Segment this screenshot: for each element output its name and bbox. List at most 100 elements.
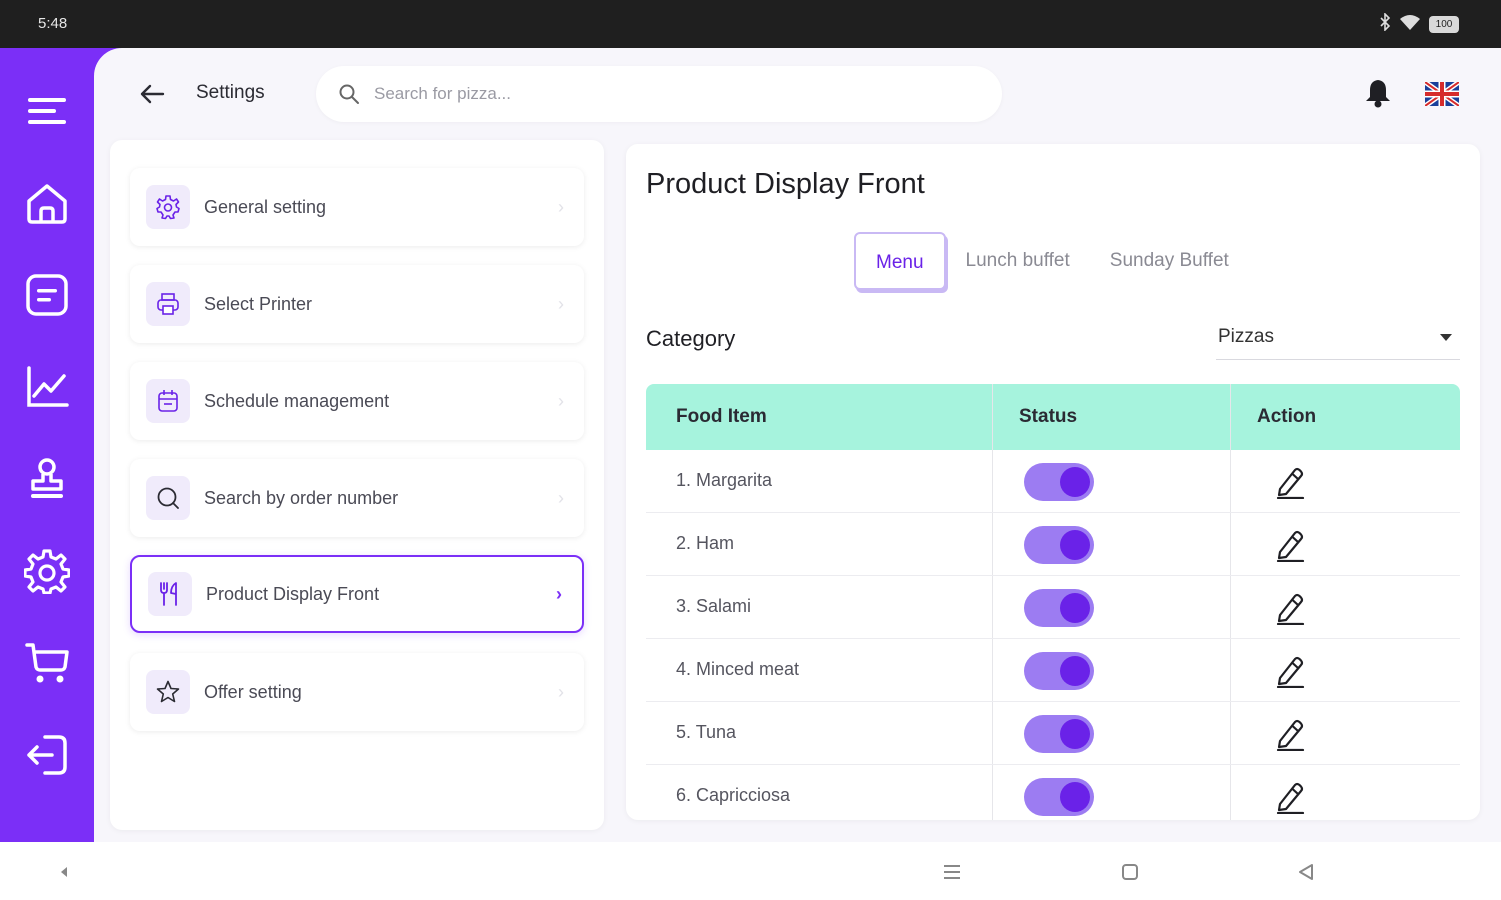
- menu-item-label: Offer setting: [204, 681, 302, 702]
- toggle-knob: [1060, 782, 1090, 812]
- toggle-knob: [1060, 467, 1090, 497]
- edit-pencil-icon[interactable]: [1270, 651, 1310, 691]
- stamp-icon[interactable]: [22, 454, 72, 504]
- table-body: 1. Margarita 2. Ham 3. Salami 4. Minced mea…: [646, 450, 1460, 820]
- orders-icon[interactable]: [22, 270, 72, 320]
- column-header-food-item: Food Item: [676, 406, 767, 427]
- settings-icon[interactable]: [22, 546, 72, 596]
- content-panel: Product Display Front Menu Lunch buffet …: [626, 144, 1480, 820]
- toggle-knob: [1060, 530, 1090, 560]
- arrow-left-icon: [140, 84, 165, 104]
- tab-menu[interactable]: Menu: [854, 232, 946, 290]
- status-bar: 5:48 100: [0, 0, 1501, 48]
- menu-item-general-setting[interactable]: General setting ›: [130, 168, 584, 246]
- search-icon: [338, 83, 360, 110]
- sidebar: [0, 48, 94, 842]
- gear-icon: [146, 185, 190, 229]
- cutlery-icon: [148, 572, 192, 616]
- food-item-name: 3. Salami: [676, 596, 752, 616]
- column-divider: [1230, 765, 1231, 820]
- column-header-status: Status: [1019, 406, 1078, 427]
- column-divider: [992, 639, 993, 701]
- tab-sunday-buffet[interactable]: Sunday Buffet: [1109, 250, 1229, 271]
- toggle-knob: [1060, 656, 1090, 686]
- recents-icon[interactable]: [938, 860, 966, 884]
- edit-pencil-icon[interactable]: [1270, 777, 1310, 817]
- edit-pencil-icon[interactable]: [1270, 588, 1310, 628]
- calendar-icon: [146, 379, 190, 423]
- content-title: Product Display Front: [646, 168, 925, 200]
- status-time: 5:48: [38, 15, 68, 32]
- tab-bar: Menu Lunch buffet Sunday Buffet: [854, 232, 1249, 290]
- table-row: 6. Capricciosa: [646, 765, 1460, 820]
- toggle-knob: [1060, 719, 1090, 749]
- column-divider: [992, 450, 993, 512]
- menu-item-select-printer[interactable]: Select Printer ›: [130, 265, 584, 343]
- column-divider: [992, 702, 993, 764]
- edit-pencil-icon[interactable]: [1270, 714, 1310, 754]
- menu-item-offer-setting[interactable]: Offer setting ›: [130, 653, 584, 731]
- column-divider: [1230, 384, 1231, 450]
- category-select[interactable]: Pizzas: [1216, 324, 1460, 360]
- status-toggle[interactable]: [1024, 652, 1094, 690]
- notification-bell-icon[interactable]: [1364, 78, 1392, 113]
- home-icon[interactable]: [22, 178, 72, 228]
- status-toggle[interactable]: [1024, 715, 1094, 753]
- edit-pencil-icon[interactable]: [1270, 462, 1310, 502]
- food-item-name: 2. Ham: [676, 533, 735, 553]
- logout-icon[interactable]: [22, 730, 72, 780]
- uk-flag-icon[interactable]: [1423, 79, 1461, 111]
- menu-item-label: Product Display Front: [206, 583, 380, 604]
- edit-pencil-icon[interactable]: [1270, 525, 1310, 565]
- menu-item-label: Select Printer: [204, 293, 313, 314]
- search-icon: [146, 476, 190, 520]
- column-header-action: Action: [1257, 406, 1317, 427]
- status-toggle[interactable]: [1024, 778, 1094, 816]
- column-divider: [1230, 576, 1231, 638]
- column-divider: [1230, 450, 1231, 512]
- menu-item-search-by-order-number[interactable]: Search by order number ›: [130, 459, 584, 537]
- menu-item-label: Search by order number: [204, 487, 399, 508]
- table-row: 5. Tuna: [646, 702, 1460, 765]
- back-button[interactable]: [134, 76, 170, 112]
- caret-down-icon: [1440, 334, 1452, 341]
- column-divider: [992, 576, 993, 638]
- table-row: 2. Ham: [646, 513, 1460, 576]
- status-toggle[interactable]: [1024, 463, 1094, 501]
- tab-lunch-buffet[interactable]: Lunch buffet: [965, 250, 1070, 271]
- star-icon: [146, 670, 190, 714]
- chart-icon[interactable]: [22, 362, 72, 412]
- cart-icon[interactable]: [22, 638, 72, 688]
- settings-menu: General setting › Select Printer › Sched…: [110, 140, 604, 830]
- status-toggle[interactable]: [1024, 589, 1094, 627]
- menu-item-schedule-management[interactable]: Schedule management ›: [130, 362, 584, 440]
- collapse-icon[interactable]: [50, 860, 78, 884]
- status-toggle[interactable]: [1024, 526, 1094, 564]
- page-title: Settings: [196, 82, 265, 103]
- category-value: Pizzas: [1218, 326, 1274, 347]
- chevron-right-icon: ›: [556, 583, 562, 604]
- battery-icon: 100: [1429, 16, 1459, 33]
- search-bar[interactable]: [316, 66, 1002, 122]
- column-divider: [1230, 702, 1231, 764]
- app: Settings General: [0, 48, 1501, 842]
- search-input[interactable]: [374, 80, 974, 108]
- menu-item-label: Schedule management: [204, 390, 390, 411]
- bluetooth-icon: [1379, 12, 1391, 36]
- toggle-knob: [1060, 593, 1090, 623]
- system-nav-bar: [0, 842, 1501, 900]
- system-icons: 100: [1379, 12, 1459, 36]
- column-divider: [1230, 513, 1231, 575]
- menu-item-product-display-front[interactable]: Product Display Front ›: [130, 555, 584, 633]
- table-row: 4. Minced meat: [646, 639, 1460, 702]
- back-triangle-icon[interactable]: [1292, 860, 1320, 884]
- food-item-name: 6. Capricciosa: [676, 785, 791, 805]
- menu-item-label: General setting: [204, 196, 327, 217]
- chevron-right-icon: ›: [558, 293, 564, 314]
- home-button-icon[interactable]: [1116, 860, 1144, 884]
- column-divider: [992, 384, 993, 450]
- menu-icon[interactable]: [22, 86, 72, 136]
- table-row: 1. Margarita: [646, 450, 1460, 513]
- wifi-icon: [1399, 13, 1421, 36]
- printer-icon: [146, 282, 190, 326]
